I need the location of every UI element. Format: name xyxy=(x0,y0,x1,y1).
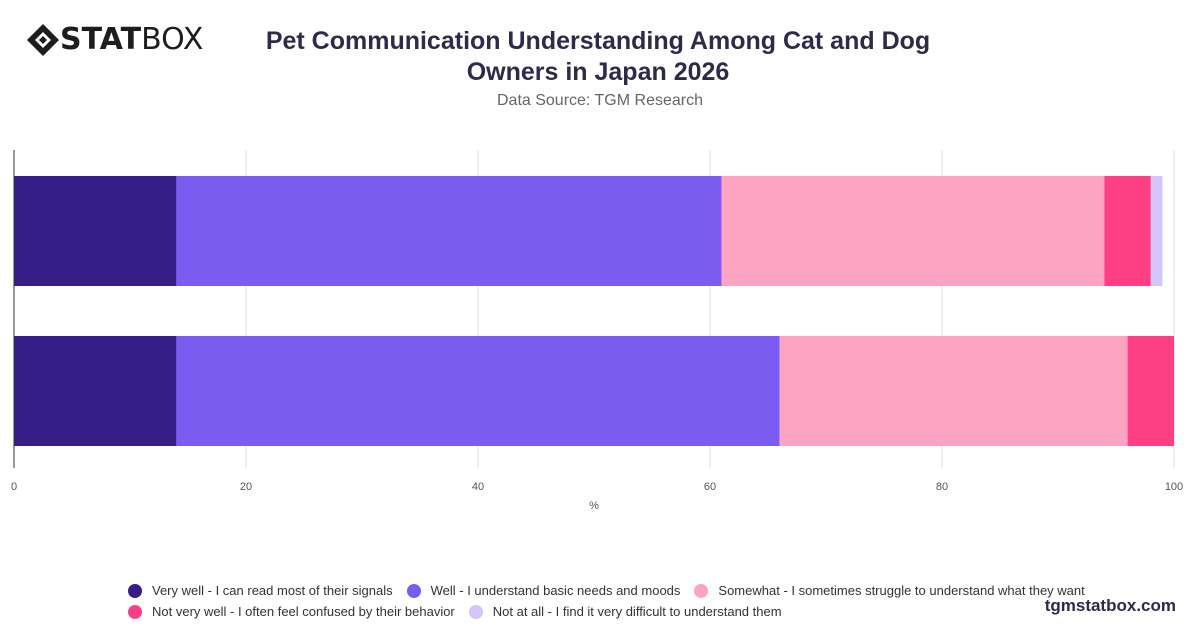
legend-label: Well - I understand basic needs and mood… xyxy=(430,583,681,598)
legend-label: Somewhat - I sometimes struggle to under… xyxy=(718,583,1085,598)
logo-diamond-icon xyxy=(27,24,59,56)
x-tick-label: 40 xyxy=(472,481,484,493)
bar-segment xyxy=(176,176,722,286)
bar-segment xyxy=(1150,176,1163,286)
legend-swatch xyxy=(128,583,142,598)
legend-swatch xyxy=(468,604,483,619)
x-tick-label: 20 xyxy=(240,481,252,493)
stacked-bar-chart: 0 20 40 60 80 100% xyxy=(11,150,1183,512)
chart-subtitle: Data Source: TGM Research xyxy=(496,92,703,109)
chart-legend: Very well - I can read most of their sig… xyxy=(0,580,1200,622)
legend-label: Not very well - I often feel confused by… xyxy=(152,604,455,619)
legend-swatch xyxy=(694,583,709,598)
logo-wordmark: STATBOX xyxy=(60,22,203,58)
bar-segment xyxy=(14,176,177,286)
x-tick-label: 60 xyxy=(704,481,716,493)
logo-stat-text: STAT xyxy=(60,22,142,57)
x-tick-label: 100 xyxy=(1165,481,1183,493)
x-tick-label: 0 xyxy=(11,481,17,493)
legend-item[interactable]: Very well - I can read most of their sig… xyxy=(128,583,393,598)
legend-item[interactable]: Somewhat - I sometimes struggle to under… xyxy=(694,583,1085,598)
legend-label: Not at all - I find it very difficult to… xyxy=(492,604,782,619)
logo-box-text: BOX xyxy=(141,22,204,57)
legend-swatch xyxy=(406,583,421,598)
statbox-logo: STATBOX xyxy=(26,22,203,58)
legend-item[interactable]: Well - I understand basic needs and mood… xyxy=(406,583,681,598)
bar-segment xyxy=(721,176,1105,286)
chart-title: Pet Communication Understanding Among Ca… xyxy=(265,27,931,86)
x-axis-label: % xyxy=(589,500,599,512)
watermark: tgmstatbox.com xyxy=(1044,596,1176,615)
bar-segment xyxy=(1127,336,1174,446)
x-tick-label: 80 xyxy=(936,481,948,493)
legend-row: Very well - I can read most of their sig… xyxy=(0,580,1200,601)
legend-swatch xyxy=(128,604,142,619)
legend-label: Very well - I can read most of their sig… xyxy=(152,583,393,598)
legend-row: Not very well - I often feel confused by… xyxy=(0,601,1200,622)
bar-segment xyxy=(1104,176,1151,286)
legend-item[interactable]: Not very well - I often feel confused by… xyxy=(128,604,455,619)
bar-segment xyxy=(14,336,177,446)
bar-segment xyxy=(779,336,1128,446)
bar-segment xyxy=(176,336,780,446)
legend-item[interactable]: Not at all - I find it very difficult to… xyxy=(468,604,782,619)
